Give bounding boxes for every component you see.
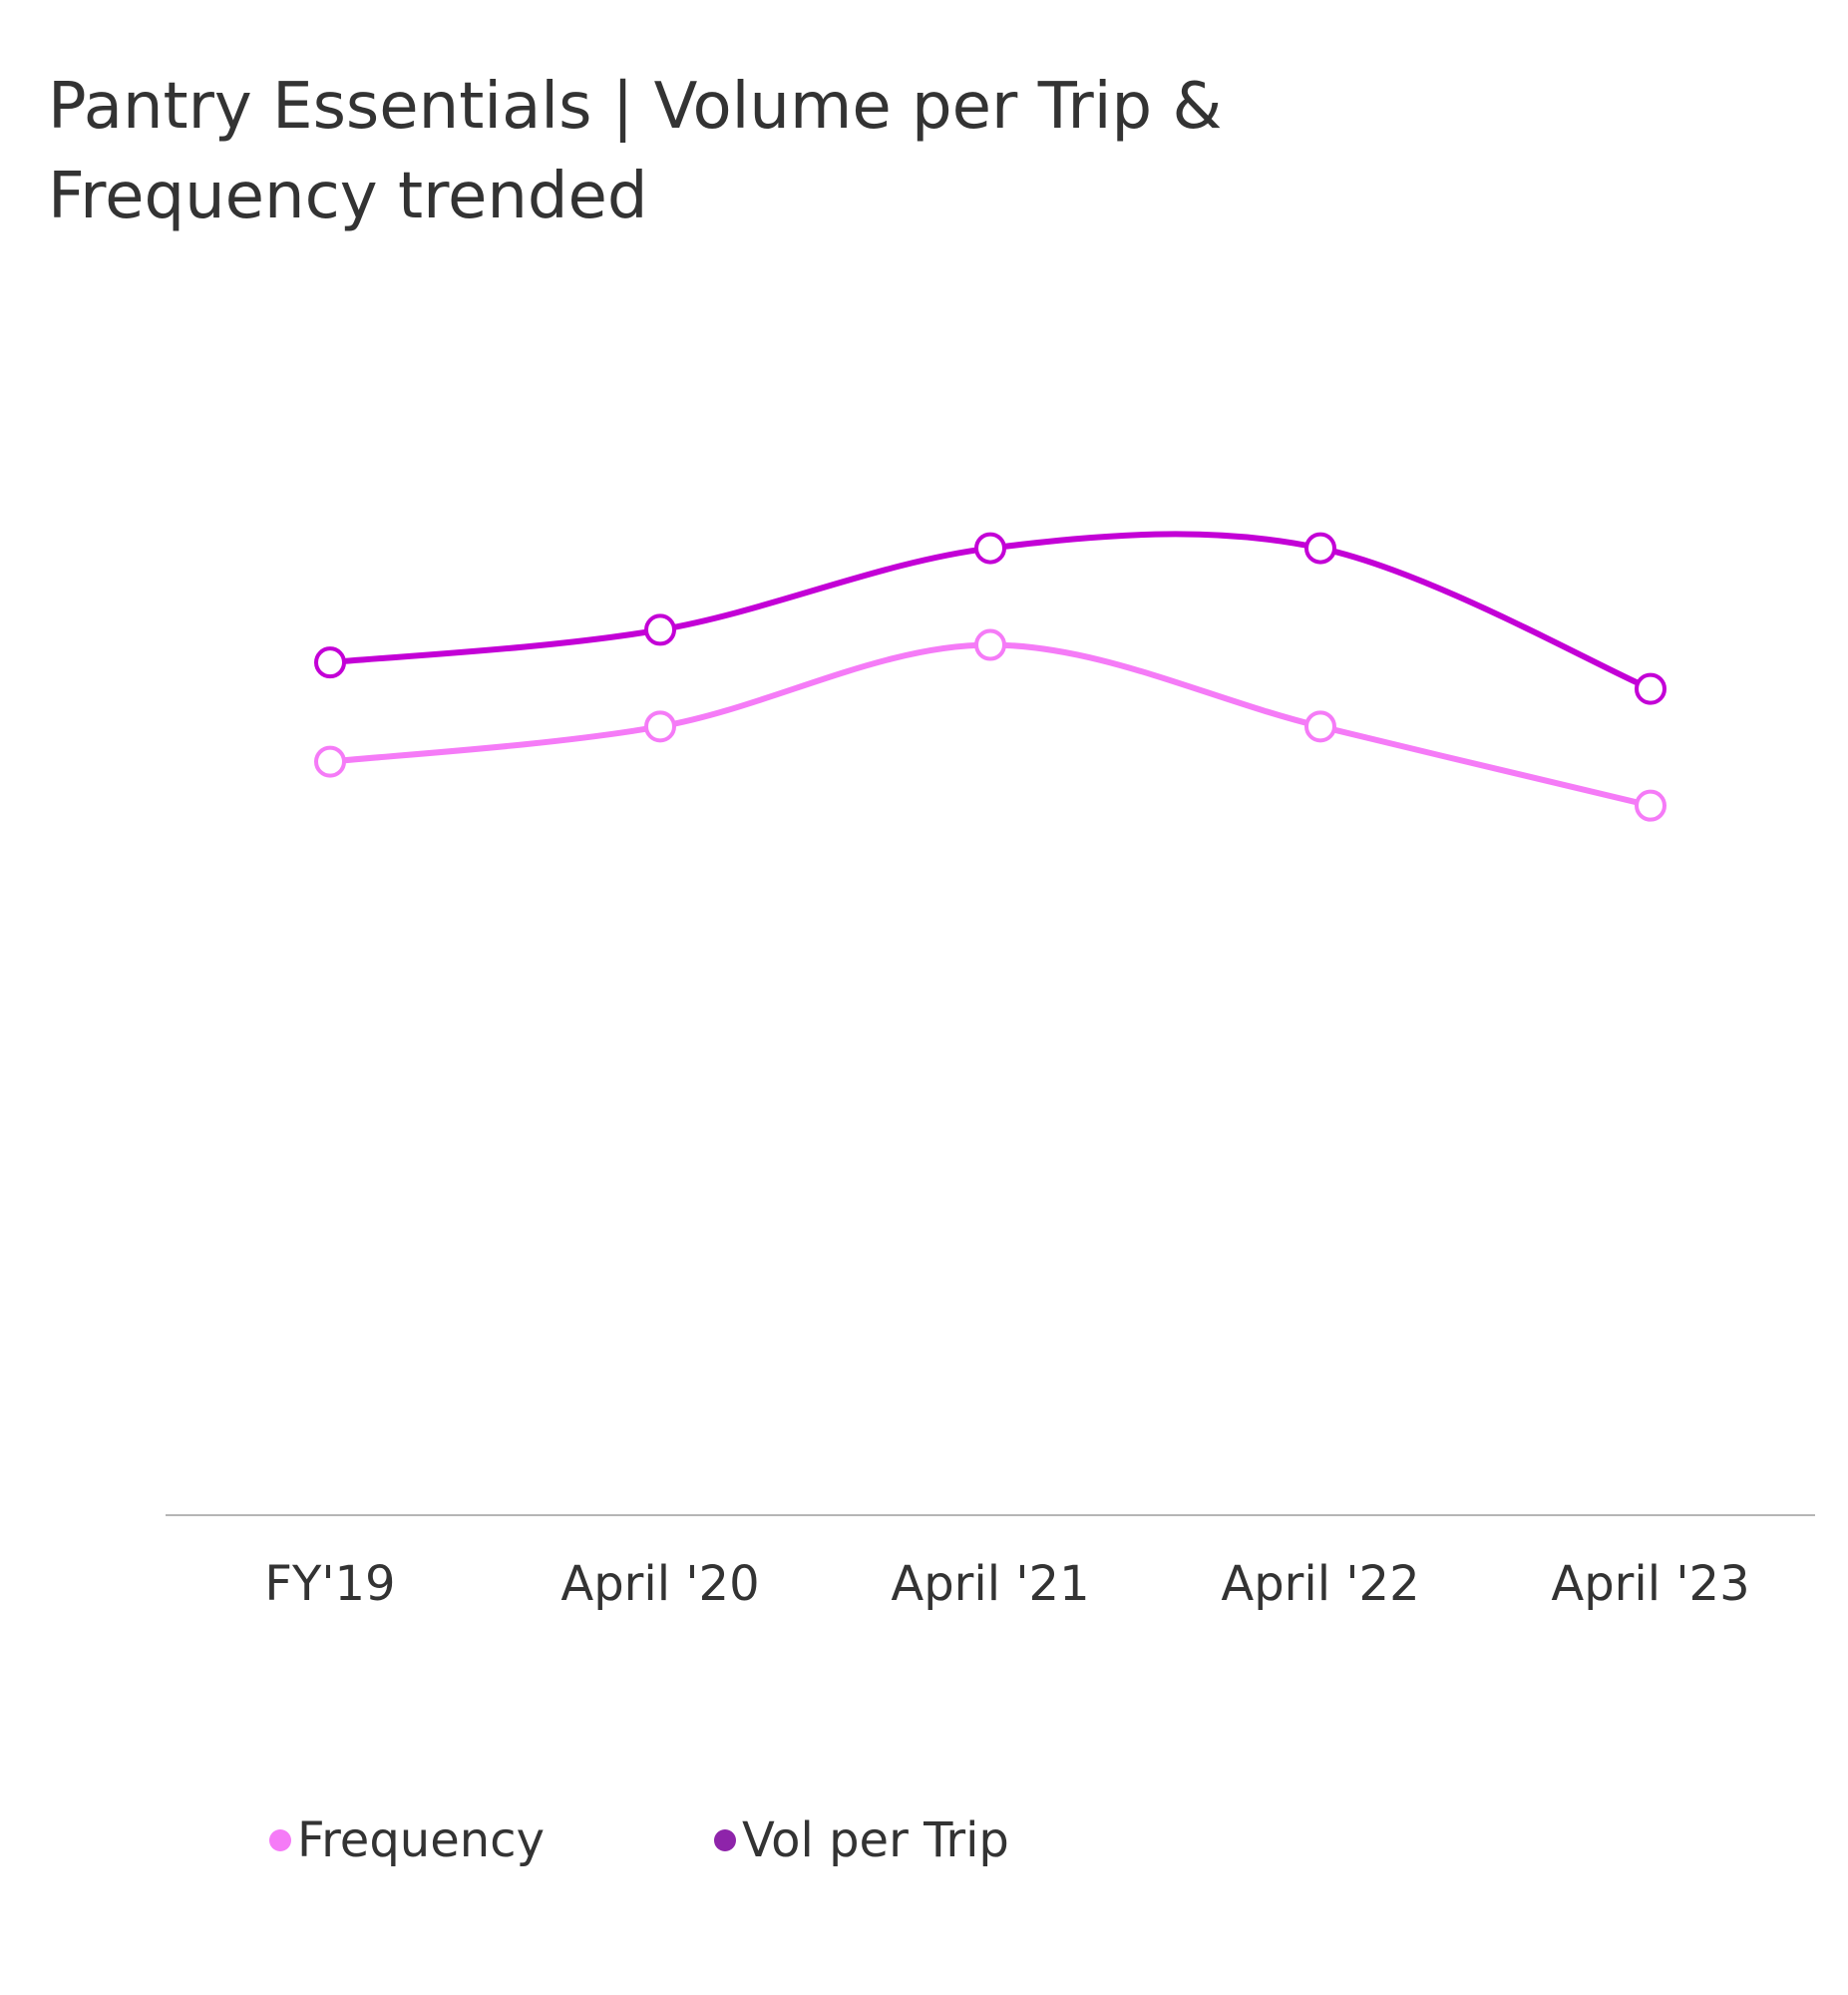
x-tick-label-fy-19: FY'19 bbox=[264, 1556, 395, 1612]
legend-item-vol-per-trip: Vol per Trip bbox=[714, 1810, 1009, 1870]
data-point-frequency-april-23[interactable] bbox=[1635, 789, 1666, 822]
x-tick-label-april-22: April '22 bbox=[1221, 1556, 1419, 1612]
data-point-vol-per-trip-april-22[interactable] bbox=[1304, 532, 1336, 565]
legend-label-vol-per-trip: Vol per Trip bbox=[742, 1812, 1009, 1868]
legend-marker-frequency bbox=[269, 1829, 291, 1851]
series-lines bbox=[327, 531, 1654, 809]
legend-label-frequency: Frequency bbox=[297, 1812, 545, 1868]
data-point-frequency-april-22[interactable] bbox=[1304, 710, 1336, 743]
legend: Frequency Vol per Trip bbox=[269, 1810, 1366, 1870]
data-point-frequency-april-21[interactable] bbox=[974, 628, 1006, 661]
data-point-vol-per-trip-fy-19[interactable] bbox=[314, 646, 346, 679]
data-point-vol-per-trip-april-20[interactable] bbox=[644, 613, 676, 646]
data-point-vol-per-trip-april-21[interactable] bbox=[974, 532, 1006, 565]
x-axis-tick-labels: FY'19 April '20 April '21 April '22 April '2… bbox=[264, 1556, 1749, 1612]
legend-marker-vol-per-trip bbox=[714, 1829, 736, 1851]
data-point-frequency-fy-19[interactable] bbox=[314, 745, 346, 778]
x-tick-label-april-20: April '20 bbox=[560, 1556, 759, 1612]
chart-title-line-1: Pantry Essentials | Volume per Trip & bbox=[48, 70, 1223, 144]
series-points bbox=[314, 532, 1666, 822]
chart-title: Pantry Essentials | Volume per Trip & Fr… bbox=[48, 62, 1444, 241]
data-point-vol-per-trip-april-23[interactable] bbox=[1635, 672, 1666, 705]
x-tick-label-april-23: April '23 bbox=[1551, 1556, 1749, 1612]
series-line-frequency bbox=[327, 641, 1654, 809]
x-tick-label-april-21: April '21 bbox=[891, 1556, 1089, 1612]
data-point-frequency-april-20[interactable] bbox=[644, 710, 676, 743]
chart-title-line-2: Frequency trended bbox=[48, 160, 648, 233]
legend-item-frequency: Frequency bbox=[269, 1810, 545, 1870]
